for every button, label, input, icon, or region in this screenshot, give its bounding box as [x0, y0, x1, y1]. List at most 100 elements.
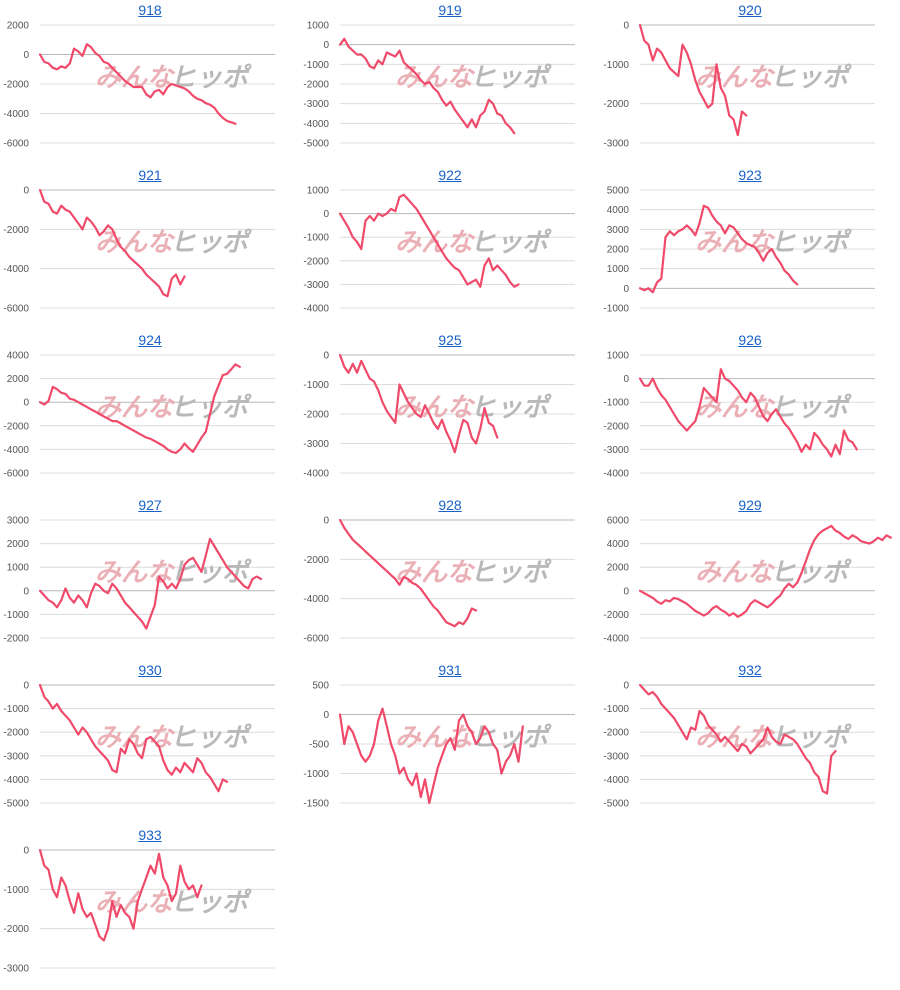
watermark-text: ヒッポ: [470, 723, 552, 753]
series-line: [638, 204, 799, 294]
chart-title-link[interactable]: 933: [138, 827, 162, 843]
chart-title-link[interactable]: 920: [738, 2, 762, 18]
chart-title-link[interactable]: 931: [438, 662, 462, 678]
watermark-text: ヒッポ: [170, 888, 252, 918]
y-tick-label: 1000: [607, 264, 630, 275]
chart-title-link[interactable]: 923: [738, 167, 762, 183]
chart-cell: 918 2000 0 -2000 -4000 -6000 みんな ヒッポ: [0, 0, 300, 165]
watermark-text: みんな: [95, 63, 176, 93]
watermark-text: ヒッポ: [770, 63, 852, 93]
series-line: [338, 353, 499, 454]
chart-title-link[interactable]: 925: [438, 332, 462, 348]
chart-cell: 933 0 -1000 -2000 -3000 みんな ヒッポ: [0, 825, 300, 990]
y-tick-label: -2000: [3, 421, 29, 432]
y-tick-label: 0: [323, 516, 329, 527]
watermark-text: みんな: [95, 558, 176, 588]
chart-title-link[interactable]: 930: [138, 662, 162, 678]
watermark-text: ヒッポ: [470, 558, 552, 588]
y-tick-label: -2000: [603, 610, 629, 621]
y-tick-label: 0: [23, 681, 29, 692]
y-tick-label: -1000: [603, 704, 629, 715]
y-tick-label: 1000: [307, 186, 330, 197]
y-tick-label: 2000: [7, 21, 30, 32]
y-tick-label: -4000: [3, 775, 29, 786]
y-tick-label: -2000: [303, 555, 329, 566]
y-tick-label: -6000: [3, 139, 29, 150]
chart-title-link[interactable]: 929: [738, 497, 762, 513]
y-tick-label: 0: [323, 209, 329, 220]
y-tick-label: -6000: [3, 304, 29, 315]
y-tick-label: -4000: [603, 775, 629, 786]
y-tick-label: 4000: [7, 351, 30, 362]
y-tick-label: 0: [623, 681, 629, 692]
chart-title-link[interactable]: 924: [138, 332, 162, 348]
chart-title-link[interactable]: 919: [438, 2, 462, 18]
chart-title-link[interactable]: 926: [738, 332, 762, 348]
chart-title-link[interactable]: 918: [138, 2, 162, 18]
y-tick-label: -1000: [303, 380, 329, 391]
chart-cell: 932 0 -1000 -2000 -3000 -4000 -5000 みんな ヒッポ: [600, 660, 900, 825]
y-tick-label: 6000: [607, 516, 630, 527]
y-tick-label: -1000: [303, 769, 329, 780]
chart-cell: 921 0 -2000 -4000 -6000 みんな ヒッポ: [0, 165, 300, 330]
series-line: [638, 368, 858, 458]
y-tick-label: -4000: [603, 469, 629, 480]
series-line: [38, 188, 186, 298]
y-tick-label: -2000: [603, 421, 629, 432]
y-tick-label: 0: [623, 586, 629, 597]
watermark-text: ヒッポ: [770, 228, 852, 258]
watermark-text: みんな: [395, 228, 476, 258]
y-tick-label: -2000: [303, 256, 329, 267]
y-tick-label: 3000: [607, 225, 630, 236]
chart-cell: 930 0 -1000 -2000 -3000 -4000 -5000 みんな ヒッポ: [0, 660, 300, 825]
watermark-text: ヒッポ: [170, 723, 252, 753]
y-tick-label: -2000: [603, 99, 629, 110]
series-line: [638, 23, 748, 137]
y-tick-label: -2000: [3, 634, 29, 645]
y-tick-label: -4000: [303, 119, 329, 130]
chart-title-link[interactable]: 932: [738, 662, 762, 678]
chart-cell: 924 4000 2000 0 -2000 -4000 -6000 みんな ヒッポ: [0, 330, 300, 495]
chart-title-link[interactable]: 922: [438, 167, 462, 183]
series-line: [338, 37, 516, 135]
chart-title-link[interactable]: 928: [438, 497, 462, 513]
chart-cell: 923 5000 4000 3000 2000 1000 0 -1000 みんな ヒッポ: [600, 165, 900, 330]
y-tick-label: 0: [323, 40, 329, 51]
chart-cell: 928 0 -2000 -4000 -6000 みんな ヒッポ: [300, 495, 600, 660]
y-tick-label: -1000: [603, 398, 629, 409]
y-tick-label: -2000: [3, 728, 29, 739]
chart-title-link[interactable]: 927: [138, 497, 162, 513]
chart-cell: 927 3000 2000 1000 0 -1000 -2000 みんな ヒッポ: [0, 495, 300, 660]
y-tick-label: -3000: [303, 99, 329, 110]
series-line: [638, 683, 837, 795]
watermark-text: ヒッポ: [470, 228, 552, 258]
watermark-text: ヒッポ: [770, 558, 852, 588]
y-tick-label: -3000: [3, 964, 29, 975]
series-line: [338, 707, 524, 805]
y-tick-label: 5000: [607, 186, 630, 197]
watermark-text: ヒッポ: [470, 63, 552, 93]
series-line: [38, 848, 203, 942]
chart-title-link[interactable]: 921: [138, 167, 162, 183]
y-tick-label: -4000: [303, 594, 329, 605]
series-line: [638, 524, 892, 618]
